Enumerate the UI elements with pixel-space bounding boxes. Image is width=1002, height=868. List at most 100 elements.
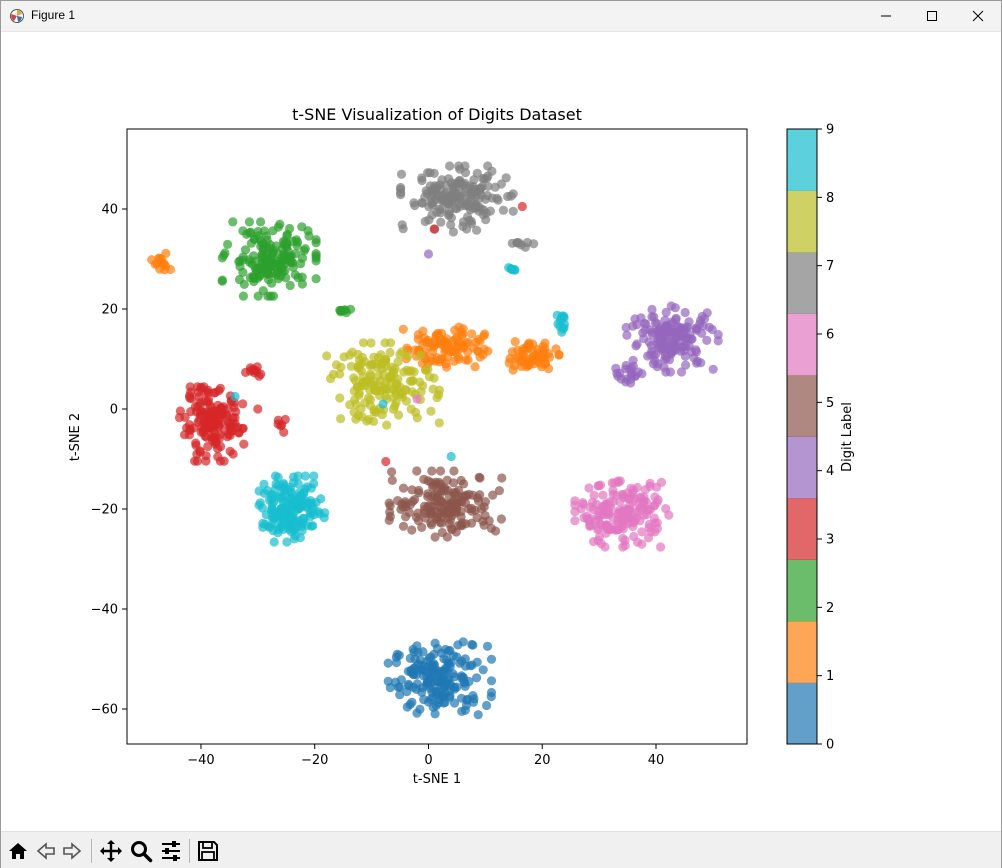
scatter-point-digit-4 (713, 336, 723, 346)
scatter-point-digit-6 (652, 518, 662, 528)
scatter-point-digit-9 (230, 391, 240, 402)
scatter-point-digit-9 (261, 510, 271, 520)
scatter-point-digit-7 (469, 175, 479, 185)
close-button[interactable] (955, 1, 1001, 31)
scatter-point-digit-2 (266, 253, 276, 264)
scatter-point-digit-5 (453, 521, 463, 531)
scatter-point-digit-8 (353, 411, 363, 421)
scatter-point-digit-8 (381, 378, 391, 388)
scatter-point-digit-8 (393, 357, 403, 367)
scatter-point-digit-8 (358, 378, 368, 388)
x-tick-label: −20 (301, 753, 328, 768)
scatter-point-digit-0 (430, 660, 440, 671)
scatter-point-digit-1 (440, 346, 450, 357)
scatter-point-digit-5 (494, 486, 504, 496)
scatter-point-digit-9 (300, 471, 310, 481)
scatter-point-digit-3 (280, 414, 290, 425)
scatter-point-digit-4 (673, 322, 684, 332)
scatter-point-digit-5 (435, 466, 446, 476)
matplotlib-logo-icon (10, 9, 24, 23)
scatter-point-digit-3 (225, 430, 235, 440)
scatter-point-digit-6 (596, 519, 606, 530)
scatter-point-digit-1 (159, 265, 170, 275)
y-tick-label: 40 (101, 203, 118, 218)
scatter-point-digit-6 (624, 493, 634, 504)
scatter-point-digit-1 (467, 329, 477, 339)
scatter-point-digit-7 (466, 187, 476, 197)
scatter-point-digit-0 (383, 676, 393, 686)
home-button[interactable] (5, 838, 31, 864)
scatter-point-digit-4 (702, 308, 712, 318)
scatter-point-digit-1 (510, 337, 520, 347)
configure-subplots-button[interactable] (158, 838, 184, 864)
scatter-point-digit-3 (216, 441, 226, 452)
scatter-point-digit-1 (473, 346, 483, 356)
y-tick-label: 0 (110, 403, 118, 418)
y-axis-label: t-SNE 2 (68, 413, 83, 461)
scatter-point-digit-2 (297, 279, 307, 289)
figure-canvas[interactable]: −40 −20 0 20 40 −60 −40 −20 0 20 40 t-SNE Visuali… (1, 32, 1001, 830)
scatter-point-digit-7 (446, 220, 456, 230)
scatter-point-digit-5 (456, 512, 466, 522)
scatter-point-digit-2 (228, 217, 238, 227)
scatter-point-digit-4 (661, 307, 671, 317)
scatter-point-digit-7 (464, 215, 474, 225)
x-axis: −40 −20 0 20 40 (187, 744, 664, 768)
scatter-point-digit-3 (184, 391, 195, 401)
pan-icon (100, 840, 122, 862)
scatter-point-digit-0 (462, 694, 473, 704)
scatter-point-digit-0 (461, 661, 471, 671)
scatter-point-digit-0 (482, 641, 493, 651)
scatter-point-digit-1 (161, 248, 171, 258)
minimize-button[interactable] (863, 1, 909, 31)
scatter-point-digit-9 (556, 313, 567, 323)
scatter-point-digit-3 (192, 449, 202, 459)
pan-button[interactable] (98, 838, 124, 864)
scatter-point-digit-3 (238, 399, 248, 409)
scatter-point-digit-9 (270, 471, 281, 481)
scatter-point-digit-4 (692, 358, 702, 368)
scatter-point-digit-5 (407, 485, 417, 495)
scatter-point-digit-4 (626, 374, 636, 384)
scatter-point-digit-6 (591, 499, 602, 509)
scatter-point-digit-0 (406, 667, 416, 677)
scatter-point-digit-7 (425, 168, 435, 178)
scatter-point-digit-5 (464, 504, 474, 514)
scatter-point-digit-5 (451, 502, 461, 512)
scatter-point-digit-9 (510, 265, 520, 275)
back-button[interactable] (33, 838, 59, 864)
scatter-point-digit-0 (444, 658, 454, 669)
scatter-point-digit-0 (410, 654, 420, 664)
colorbar-segment-0 (787, 682, 817, 745)
forward-button[interactable] (59, 838, 85, 864)
zoom-icon (131, 841, 153, 863)
scatter-point-digit-2 (296, 259, 306, 269)
scatter-point-digit-3 (381, 456, 391, 467)
scatter-point-digit-0 (456, 671, 467, 681)
scatter-point-digit-6 (639, 492, 649, 502)
scatter-point-digit-7 (448, 181, 458, 191)
scatter-point-digit-6 (570, 516, 580, 526)
scatter-point-digit-0 (427, 668, 438, 679)
scatter-point-digit-8 (366, 338, 376, 348)
scatter-point-digit-3 (237, 424, 247, 434)
colorbar-segment-9 (787, 129, 817, 191)
scatter-point-digit-1 (458, 324, 468, 334)
colorbar-tick-label: 9 (826, 123, 834, 138)
colorbar-segment-2 (787, 559, 817, 622)
zoom-button[interactable] (128, 838, 154, 864)
scatter-point-digit-8 (426, 406, 436, 416)
scatter-point-digit-2 (265, 240, 275, 250)
colorbar-segment-6 (787, 313, 817, 376)
save-icon (198, 841, 218, 861)
scatter-point-digit-0 (440, 644, 451, 655)
scatter-point-digit-1 (463, 355, 473, 365)
scatter-point-digit-1 (539, 346, 549, 356)
y-tick-label: −40 (91, 603, 118, 618)
save-button[interactable] (195, 838, 221, 864)
maximize-button[interactable] (909, 1, 955, 31)
scatter-point-digit-2 (273, 222, 283, 232)
title-bar[interactable]: Figure 1 (1, 1, 1001, 32)
scatter-point-digit-5 (496, 514, 506, 524)
